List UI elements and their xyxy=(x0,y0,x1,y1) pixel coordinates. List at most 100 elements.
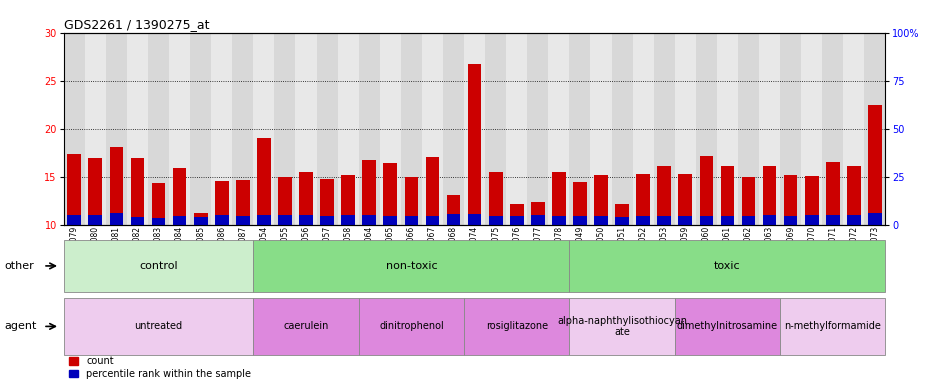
Bar xyxy=(800,33,822,225)
Bar xyxy=(825,215,839,225)
Bar xyxy=(446,214,460,225)
Bar xyxy=(678,216,692,225)
Bar xyxy=(573,216,586,225)
Bar xyxy=(88,215,102,225)
Bar xyxy=(362,161,375,225)
Bar xyxy=(509,205,523,225)
Bar xyxy=(320,179,333,225)
Bar xyxy=(846,166,860,225)
Bar xyxy=(593,175,607,225)
Text: toxic: toxic xyxy=(713,261,740,271)
Bar xyxy=(88,159,102,225)
Bar xyxy=(720,166,734,225)
Legend: count, percentile rank within the sample: count, percentile rank within the sample xyxy=(68,356,251,379)
Bar xyxy=(674,33,695,225)
Bar xyxy=(846,215,860,225)
Bar xyxy=(657,216,670,225)
Bar xyxy=(67,215,81,225)
Bar xyxy=(278,215,291,225)
Bar xyxy=(172,216,186,225)
Bar xyxy=(404,177,417,225)
Text: n-methylformamide: n-methylformamide xyxy=(783,321,880,331)
Bar xyxy=(64,33,84,225)
Bar xyxy=(404,216,417,225)
Bar xyxy=(443,33,463,225)
Bar xyxy=(825,162,839,225)
Bar xyxy=(341,175,355,225)
Bar xyxy=(738,33,758,225)
Bar xyxy=(720,216,734,225)
Bar xyxy=(741,216,754,225)
Bar xyxy=(253,33,274,225)
Bar xyxy=(699,216,712,225)
Bar xyxy=(463,33,485,225)
Bar xyxy=(299,172,313,225)
Bar xyxy=(485,33,505,225)
Bar xyxy=(190,33,211,225)
Bar xyxy=(678,174,692,225)
Bar xyxy=(194,217,207,225)
Bar xyxy=(762,215,776,225)
Bar xyxy=(822,33,842,225)
Bar xyxy=(110,147,124,225)
Bar xyxy=(110,213,124,225)
Bar xyxy=(446,195,460,225)
Bar xyxy=(653,33,674,225)
Bar xyxy=(379,33,401,225)
Bar xyxy=(425,216,439,225)
Bar xyxy=(509,216,523,225)
Bar xyxy=(316,33,337,225)
Bar xyxy=(590,33,611,225)
Bar xyxy=(864,33,885,225)
Bar xyxy=(695,33,716,225)
Bar xyxy=(758,33,780,225)
Bar xyxy=(401,33,421,225)
Bar xyxy=(551,172,565,225)
Bar xyxy=(551,216,565,225)
Bar xyxy=(362,215,375,225)
Text: caerulein: caerulein xyxy=(283,321,329,331)
Bar xyxy=(126,33,148,225)
Bar xyxy=(804,215,818,225)
Bar xyxy=(106,33,126,225)
Bar xyxy=(236,216,249,225)
Bar xyxy=(573,182,586,225)
Text: non-toxic: non-toxic xyxy=(385,261,437,271)
Bar xyxy=(168,33,190,225)
Bar xyxy=(548,33,569,225)
Bar xyxy=(636,216,650,225)
Bar xyxy=(278,177,291,225)
Bar xyxy=(531,215,544,225)
Bar xyxy=(214,182,228,225)
Bar xyxy=(489,172,502,225)
Bar xyxy=(611,33,632,225)
Text: alpha-naphthylisothiocyan
ate: alpha-naphthylisothiocyan ate xyxy=(557,316,686,337)
Text: untreated: untreated xyxy=(135,321,183,331)
Bar xyxy=(615,217,628,225)
Text: dimethylnitrosamine: dimethylnitrosamine xyxy=(676,321,777,331)
Bar xyxy=(211,33,232,225)
Bar xyxy=(320,216,333,225)
Bar xyxy=(531,202,544,225)
Text: other: other xyxy=(5,261,35,271)
Bar xyxy=(593,216,607,225)
Bar xyxy=(383,216,397,225)
Bar xyxy=(505,33,527,225)
Text: control: control xyxy=(139,261,178,271)
Bar xyxy=(489,216,502,225)
Bar xyxy=(341,215,355,225)
Bar xyxy=(67,154,81,225)
Text: dinitrophenol: dinitrophenol xyxy=(378,321,444,331)
Bar xyxy=(762,166,776,225)
Bar xyxy=(130,159,144,225)
Bar xyxy=(615,204,628,225)
Bar xyxy=(636,174,650,225)
Bar xyxy=(527,33,548,225)
Bar xyxy=(194,213,207,225)
Bar xyxy=(358,33,379,225)
Bar xyxy=(467,214,481,225)
Bar xyxy=(337,33,358,225)
Text: GDS2261 / 1390275_at: GDS2261 / 1390275_at xyxy=(64,18,209,31)
Bar xyxy=(657,166,670,225)
Bar xyxy=(256,138,271,225)
